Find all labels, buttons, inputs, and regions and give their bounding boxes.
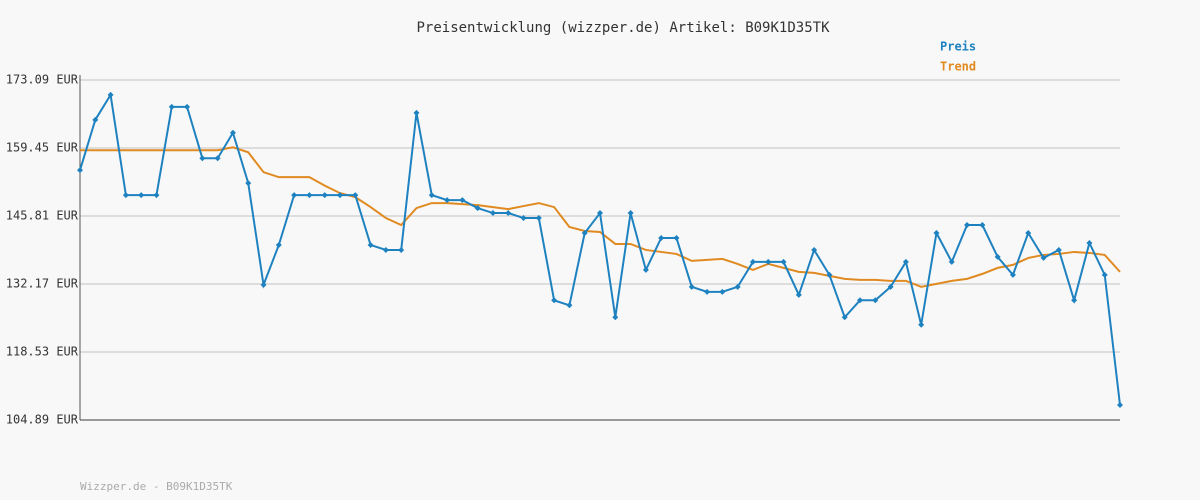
data-point (826, 271, 833, 278)
data-point (719, 288, 726, 295)
data-point (1117, 401, 1123, 408)
data-point (1040, 254, 1047, 261)
data-point (765, 258, 772, 265)
series-line (80, 146, 1121, 288)
data-point (337, 192, 343, 199)
data-point (734, 283, 741, 290)
data-point (887, 283, 894, 290)
footer: Wizzper.de - B09K1D35TK (80, 480, 233, 493)
data-point (107, 91, 114, 98)
data-point (1071, 297, 1078, 304)
y-tick-label: 132.17 EUR (6, 277, 79, 291)
data-point (551, 297, 558, 304)
data-point (505, 210, 512, 217)
y-tick-label: 145.81 EUR (6, 209, 79, 223)
data-point (413, 109, 420, 116)
data-point (428, 192, 435, 199)
data-point (398, 246, 405, 253)
data-point (979, 222, 986, 229)
data-point (382, 246, 389, 253)
data-point (642, 266, 649, 273)
data-point (1025, 230, 1032, 236)
data-point (841, 314, 848, 321)
data-point (581, 230, 588, 236)
data-point (474, 205, 481, 212)
data-point (291, 192, 298, 199)
data-point (367, 241, 374, 248)
data-point (153, 192, 160, 199)
y-tick-label: 118.53 EUR (6, 345, 79, 359)
data-point (918, 321, 925, 328)
data-point (1009, 271, 1016, 278)
data-point (184, 103, 191, 110)
data-point (1055, 246, 1062, 253)
data-point (627, 210, 634, 217)
data-point (658, 234, 665, 241)
chart-title: Preisentwicklung (wizzper.de) Artikel: B… (416, 20, 830, 36)
data-point (948, 258, 955, 265)
data-point (168, 103, 175, 110)
data-point (872, 297, 879, 304)
legend-label: Trend (940, 60, 976, 74)
data-point (444, 197, 451, 204)
data-point (811, 246, 818, 253)
data-point (229, 129, 236, 136)
data-point (520, 215, 527, 222)
data-point (275, 241, 282, 248)
data-point (597, 210, 603, 217)
y-tick-label: 173.09 EUR (6, 73, 79, 87)
data-point (688, 283, 695, 290)
data-point (994, 253, 1001, 260)
data-point (902, 258, 909, 265)
data-point (459, 197, 466, 204)
data-point (964, 222, 971, 229)
y-tick-label: 159.45 EUR (6, 141, 79, 155)
data-point (749, 258, 756, 265)
data-point (138, 192, 145, 199)
y-tick-label: 104.89 EUR (6, 413, 79, 427)
data-point (566, 302, 573, 309)
data-point (933, 230, 940, 236)
legend-label: Preis (940, 40, 976, 54)
data-point (214, 155, 221, 162)
data-point (489, 210, 496, 217)
data-point (857, 297, 863, 304)
data-point (122, 192, 129, 199)
data-point (1101, 271, 1108, 278)
data-point (673, 234, 680, 241)
data-point (780, 258, 787, 265)
data-point (260, 281, 267, 288)
data-point (199, 155, 206, 162)
data-point (77, 167, 83, 174)
data-point (245, 180, 252, 187)
data-point (704, 288, 711, 295)
data-point (1086, 239, 1093, 246)
data-point (321, 192, 328, 199)
data-point (612, 314, 619, 321)
data-point (795, 291, 802, 298)
data-point (92, 116, 99, 123)
data-point (352, 192, 359, 199)
data-point (306, 192, 313, 199)
data-point (535, 215, 542, 222)
